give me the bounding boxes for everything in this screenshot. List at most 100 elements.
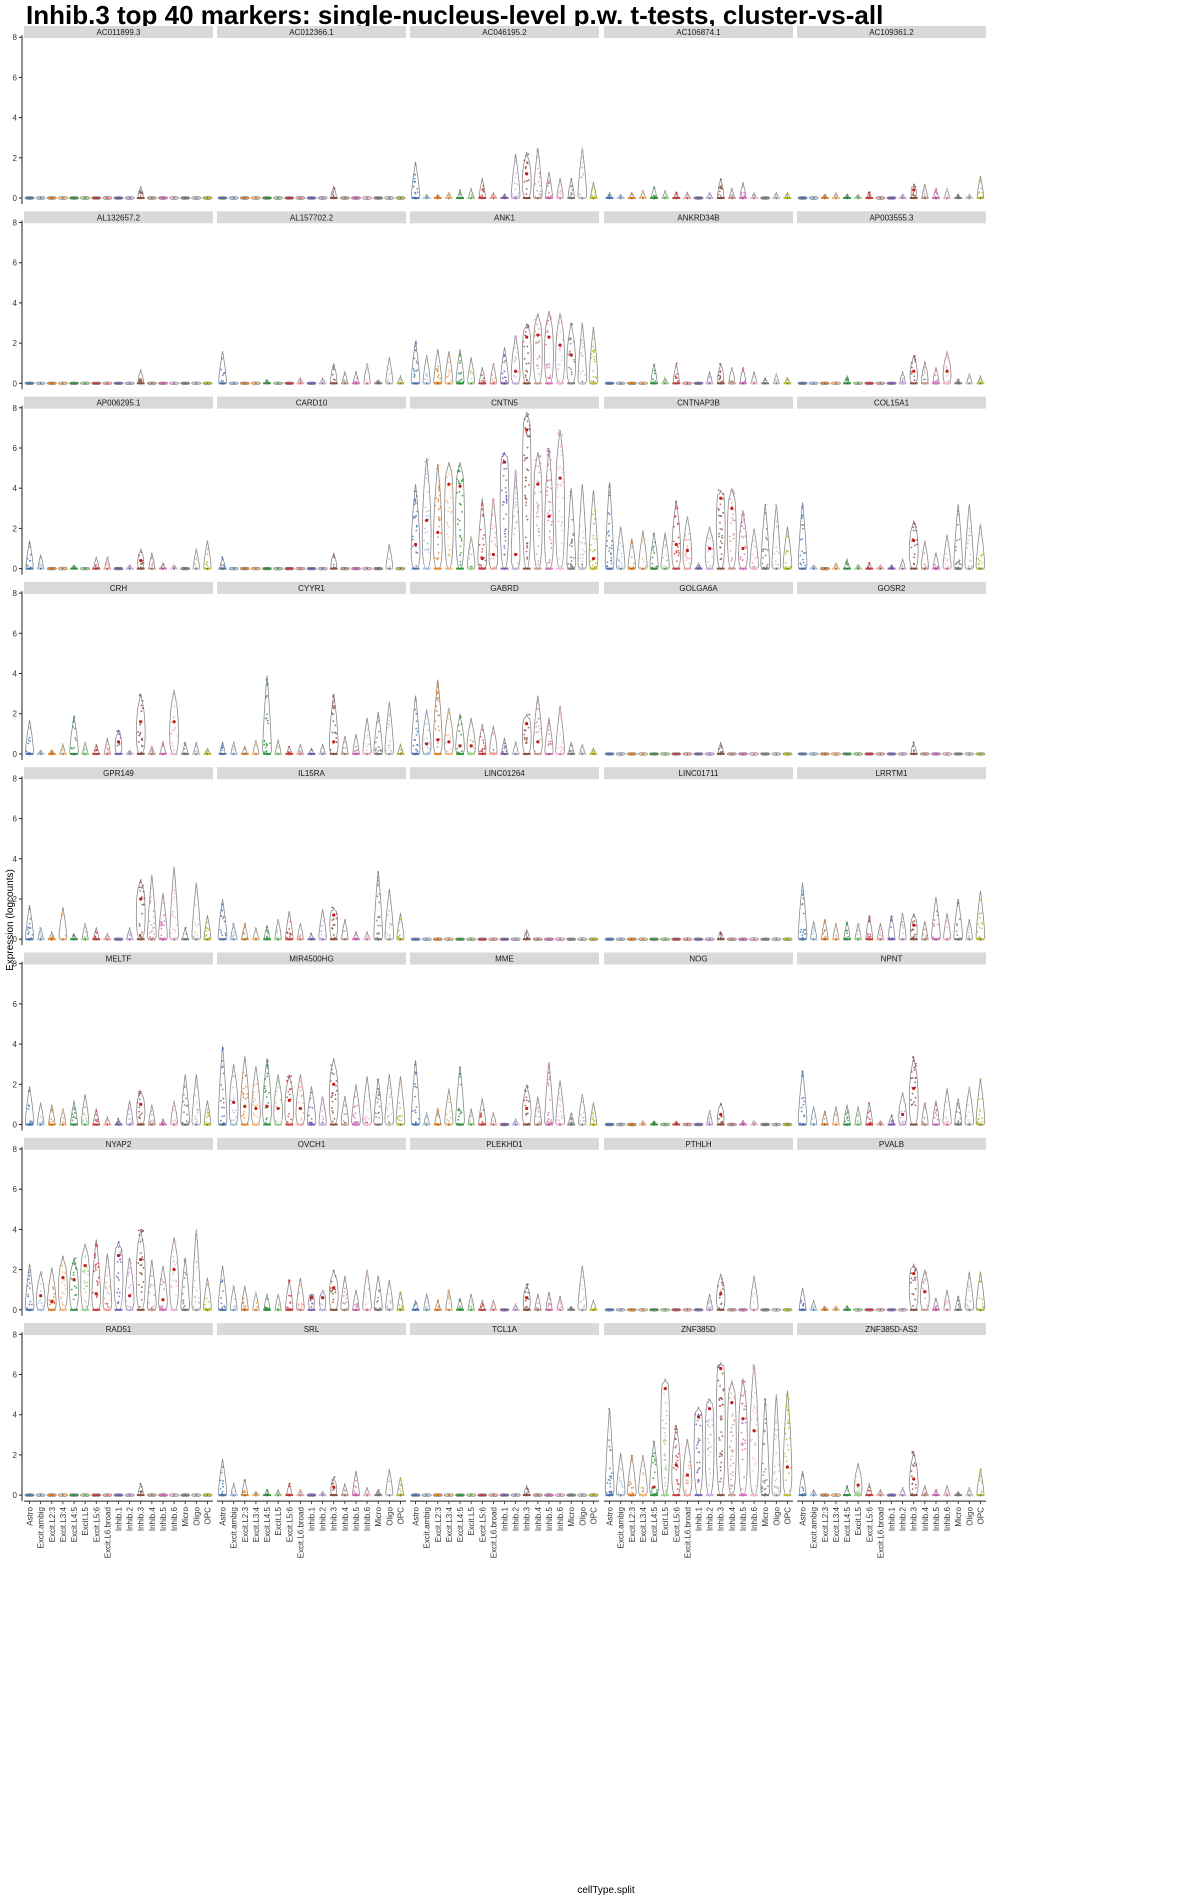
violin-point bbox=[923, 194, 926, 197]
violin-Micro bbox=[566, 937, 577, 941]
violin-point bbox=[958, 538, 961, 541]
violin-point bbox=[592, 513, 594, 516]
violin-shape bbox=[782, 752, 793, 756]
violin-shape bbox=[180, 381, 191, 385]
violin-shape bbox=[82, 741, 89, 756]
violin-point bbox=[967, 542, 969, 545]
violin-point bbox=[653, 552, 656, 555]
violin-point bbox=[481, 502, 484, 505]
violin-point bbox=[923, 192, 926, 195]
violin-point bbox=[592, 351, 595, 354]
violin-shape bbox=[808, 196, 819, 200]
violin-point bbox=[802, 931, 804, 934]
median-marker bbox=[835, 567, 837, 570]
violin-point bbox=[539, 322, 542, 325]
violin-Excit.L4:5 bbox=[70, 564, 78, 571]
violin-point bbox=[151, 564, 154, 567]
violin-point bbox=[335, 917, 338, 920]
violin-point bbox=[525, 193, 528, 196]
violin-point bbox=[141, 903, 144, 906]
violin-point bbox=[674, 515, 677, 518]
violin-point bbox=[867, 935, 869, 937]
violin-point bbox=[560, 750, 562, 753]
median-marker bbox=[868, 753, 870, 755]
violin-point bbox=[356, 749, 359, 752]
violin-point bbox=[804, 928, 807, 931]
violin-point bbox=[732, 533, 735, 536]
violin-Astro bbox=[604, 937, 615, 941]
violin-point bbox=[266, 682, 269, 685]
violin-OPC bbox=[589, 747, 598, 756]
violin-point bbox=[414, 502, 417, 504]
violin-Inhib.2 bbox=[124, 381, 135, 385]
violin-Oligo bbox=[191, 381, 202, 385]
violin-point bbox=[61, 749, 64, 752]
violin-point bbox=[571, 545, 573, 548]
violin-point bbox=[367, 370, 369, 373]
violin-shape bbox=[693, 381, 704, 385]
violin-Excit.ambig bbox=[616, 193, 625, 200]
violin-point bbox=[558, 312, 561, 315]
violin-point bbox=[707, 545, 709, 548]
violin-Inhib.1 bbox=[307, 747, 316, 756]
violin-Excit.ambig bbox=[229, 740, 238, 756]
violin-point bbox=[39, 929, 42, 932]
violin-Inhib.3 bbox=[328, 693, 339, 756]
violin-point bbox=[773, 552, 776, 555]
violin-point bbox=[545, 343, 547, 346]
violin-Excit.L5:6 bbox=[478, 723, 487, 756]
violin-shape bbox=[660, 937, 671, 941]
violin-point bbox=[444, 741, 447, 744]
violin-shape bbox=[749, 937, 760, 941]
violin-point bbox=[524, 494, 526, 497]
violin-shape bbox=[466, 937, 477, 941]
violin-point bbox=[526, 415, 528, 418]
violin-Inhib.4 bbox=[920, 183, 929, 200]
violin-point bbox=[561, 471, 564, 474]
violin-Excit.ambig bbox=[36, 554, 45, 571]
violin-Excit.L3:4 bbox=[637, 752, 648, 756]
facet-strip bbox=[604, 581, 793, 594]
violin-point bbox=[581, 493, 583, 496]
violin-point bbox=[936, 379, 939, 381]
median-marker bbox=[459, 938, 461, 940]
violin-Inhib.6 bbox=[942, 534, 952, 571]
median-marker bbox=[321, 382, 324, 384]
violin-point bbox=[173, 889, 176, 891]
violin-point bbox=[38, 560, 41, 563]
violin-point bbox=[140, 751, 143, 754]
violin-point bbox=[378, 916, 381, 918]
violin-point bbox=[139, 733, 141, 736]
violin-point bbox=[733, 508, 736, 511]
violin-point bbox=[561, 433, 564, 436]
violin-point bbox=[377, 716, 380, 718]
violin-shape bbox=[810, 921, 818, 941]
violin-point bbox=[523, 180, 526, 183]
median-marker bbox=[935, 938, 937, 940]
violin-shape bbox=[773, 373, 780, 385]
violin-point bbox=[729, 522, 732, 524]
violin-point bbox=[171, 915, 174, 918]
violin-Inhib.4 bbox=[146, 381, 157, 385]
violin-point bbox=[399, 743, 402, 746]
violin-point bbox=[83, 936, 86, 938]
violin-point bbox=[515, 357, 518, 360]
violin-point bbox=[517, 562, 519, 565]
violin-point bbox=[160, 927, 163, 930]
violin-point bbox=[711, 548, 714, 551]
violin-point bbox=[641, 537, 644, 540]
violin-Inhib.3 bbox=[909, 355, 918, 385]
violin-Astro bbox=[24, 196, 35, 200]
violin-point bbox=[447, 194, 450, 197]
median-marker bbox=[492, 938, 495, 940]
violin-point bbox=[469, 371, 472, 374]
violin-point bbox=[688, 562, 691, 565]
violin-point bbox=[243, 748, 246, 751]
violin-point bbox=[28, 736, 31, 739]
violin-shape bbox=[909, 913, 918, 941]
violin-point bbox=[708, 191, 711, 194]
violin-point bbox=[331, 704, 334, 707]
median-marker bbox=[399, 753, 402, 755]
violin-shape bbox=[588, 937, 599, 941]
violin-point bbox=[206, 564, 209, 567]
